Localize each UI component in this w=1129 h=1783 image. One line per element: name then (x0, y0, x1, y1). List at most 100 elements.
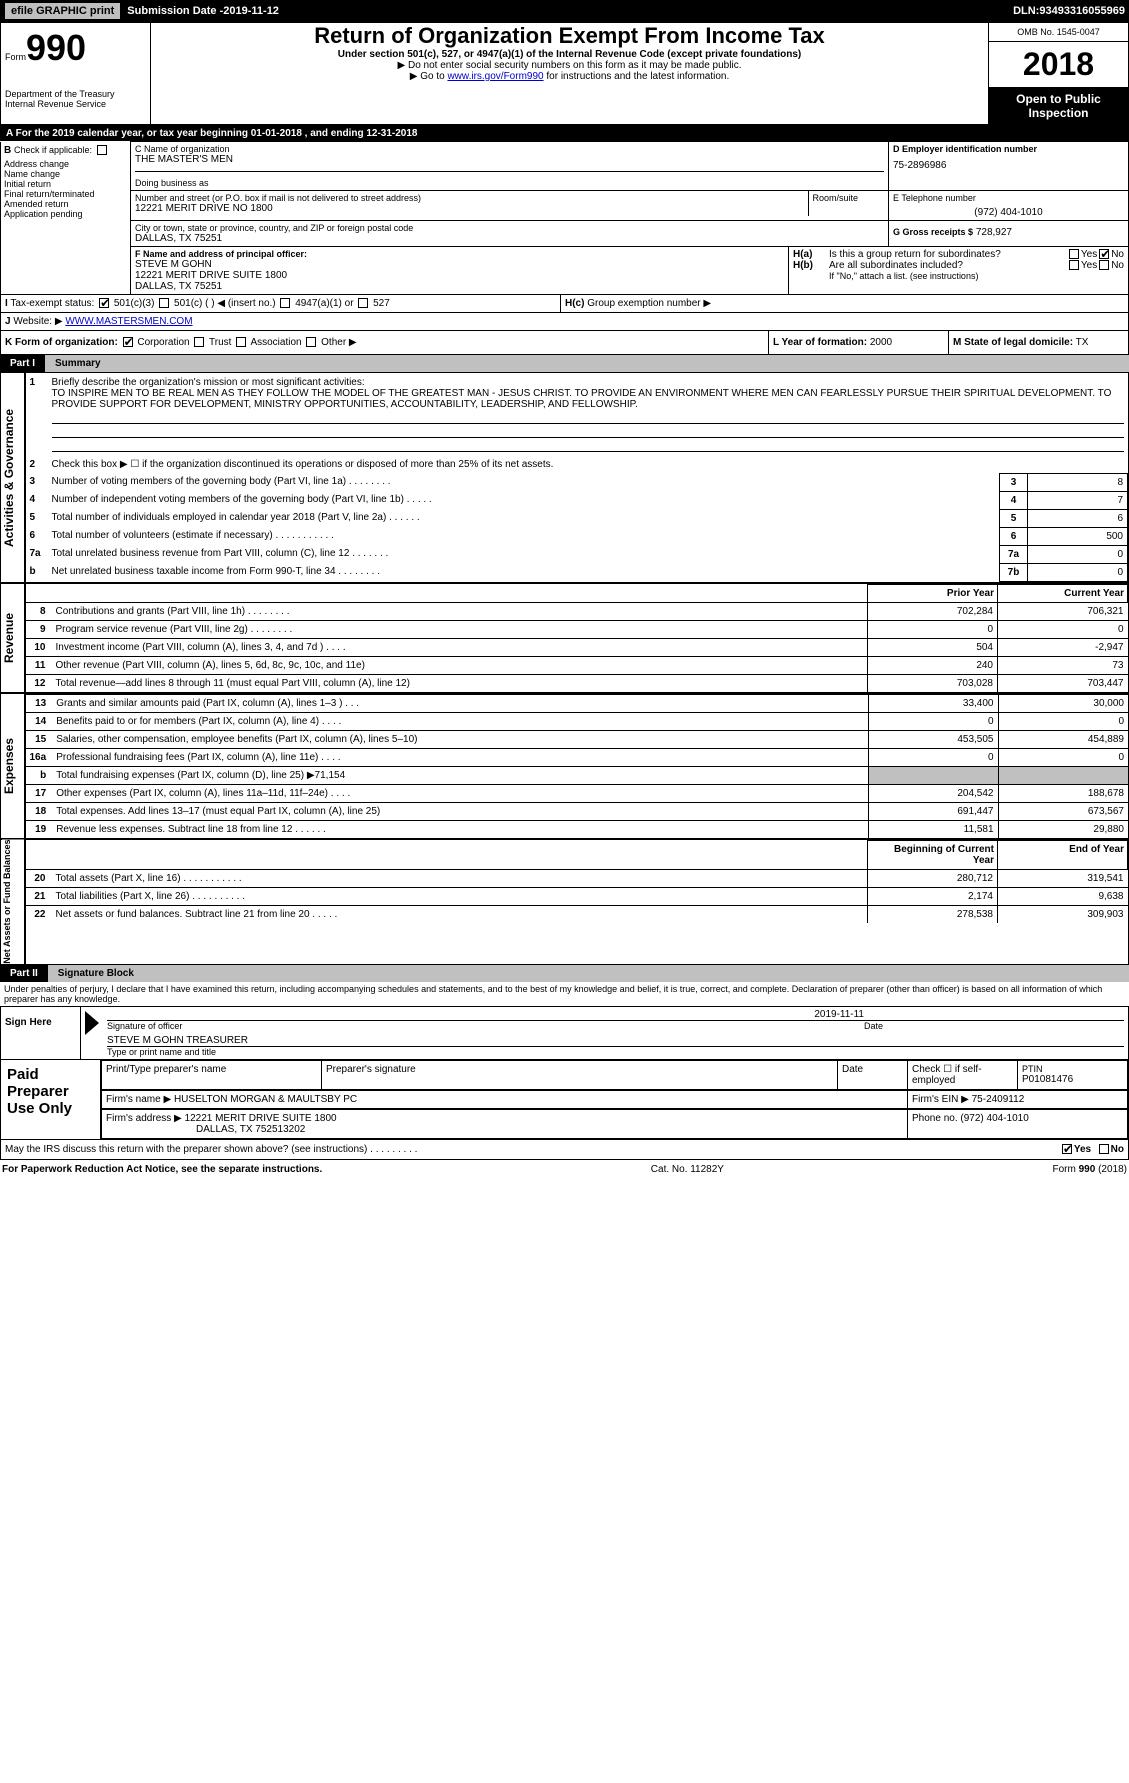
line-text: Other revenue (Part VIII, column (A), li… (52, 656, 868, 674)
part1-header: Part I Summary (0, 355, 1129, 372)
4947-checkbox[interactable] (280, 298, 290, 308)
chk-final-return: Final return/terminated (4, 189, 95, 199)
prior-value: 11,581 (868, 820, 998, 838)
line-box: 4 (1000, 491, 1028, 509)
line-num: 4 (26, 491, 48, 509)
firm-ein-label: Firm's EIN ▶ (912, 1094, 969, 1105)
officer-addr1: 12221 MERIT DRIVE SUITE 1800 (135, 270, 784, 281)
footer-left: For Paperwork Reduction Act Notice, see … (2, 1164, 322, 1175)
prior-value: 0 (868, 620, 998, 638)
type-print-label: Type or print name and title (107, 1047, 1124, 1057)
part2-title: Signature Block (48, 965, 1129, 982)
line-text: Total liabilities (Part X, line 26) . . … (52, 887, 868, 905)
box-g-label: G Gross receipts $ (893, 227, 973, 237)
line-text: Number of voting members of the governin… (48, 473, 1000, 491)
telephone-value: (972) 404-1010 (893, 207, 1124, 218)
table-row: 18 Total expenses. Add lines 13–17 (must… (26, 802, 1129, 820)
hb-yes: Yes (1081, 260, 1097, 271)
box-f-label: F Name and address of principal officer: (135, 249, 784, 259)
hb-yes-checkbox[interactable] (1069, 260, 1079, 270)
sign-date: 2019-11-11 (107, 1009, 1124, 1020)
opt-corp: Corporation (137, 337, 189, 348)
prior-value: 0 (868, 748, 998, 766)
prior-value: 504 (868, 638, 998, 656)
current-value: 309,903 (998, 905, 1128, 923)
open-to-public: Open to Public Inspection (989, 88, 1128, 124)
sig-officer-label: Signature of officer (107, 1021, 864, 1031)
governance-row: 3Number of voting members of the governi… (26, 473, 1128, 491)
prior-value: 280,712 (868, 869, 998, 887)
line-num: 2 (26, 456, 48, 473)
discuss-no: No (1111, 1144, 1124, 1155)
501c-checkbox[interactable] (159, 298, 169, 308)
website-link[interactable]: WWW.MASTERSMEN.COM (65, 316, 192, 327)
discuss-no-checkbox[interactable] (1099, 1144, 1109, 1154)
phone-value: (972) 404-1010 (960, 1113, 1028, 1124)
opt-trust: Trust (209, 337, 231, 348)
527-checkbox[interactable] (358, 298, 368, 308)
line-num: b (26, 766, 53, 784)
net-assets-table: Beginning of Current Year End of Year 20… (26, 840, 1129, 923)
paid-preparer-block: Paid Preparer Use Only Print/Type prepar… (0, 1060, 1129, 1140)
line-text: Total unrelated business revenue from Pa… (48, 545, 1000, 563)
line-text: Total number of individuals employed in … (48, 509, 1000, 527)
line-num: 22 (26, 905, 52, 923)
firm-name-label: Firm's name ▶ (106, 1094, 171, 1105)
discuss-text: May the IRS discuss this return with the… (5, 1144, 1060, 1155)
form-prefix: Form (5, 52, 26, 62)
sign-here-block: Sign Here 2019-11-11 Signature of office… (0, 1006, 1129, 1060)
box-j-label: J (5, 316, 11, 327)
status-website-block: I Tax-exempt status: 501(c)(3) 501(c) ( … (0, 295, 1129, 331)
line1-num: 1 (30, 377, 52, 452)
vert-revenue: Revenue (1, 583, 25, 693)
checkbox-icon[interactable] (97, 145, 107, 155)
501c3-checkbox[interactable] (99, 298, 109, 308)
current-value: 319,541 (998, 869, 1128, 887)
table-row: 15 Salaries, other compensation, employe… (26, 730, 1129, 748)
table-row: 16a Professional fundraising fees (Part … (26, 748, 1129, 766)
other-checkbox[interactable] (306, 337, 316, 347)
h-a-text: Is this a group return for subordinates? (829, 249, 1067, 260)
table-row: 13 Grants and similar amounts paid (Part… (26, 694, 1129, 712)
trust-checkbox[interactable] (194, 337, 204, 347)
efile-print-button[interactable]: efile GRAPHIC print (4, 2, 121, 20)
part2-header: Part II Signature Block (0, 965, 1129, 982)
corp-checkbox[interactable] (123, 337, 133, 347)
omb-number: OMB No. 1545-0047 (989, 23, 1128, 42)
paid-preparer-label: Paid Preparer Use Only (7, 1066, 94, 1117)
entity-info-block: B Check if applicable: Address change Na… (0, 141, 1129, 247)
ha-no-checkbox[interactable] (1099, 249, 1109, 259)
phone-label: Phone no. (912, 1113, 958, 1124)
box-d-label: D Employer identification number (893, 144, 1124, 154)
box-c-label: C Name of organization (135, 144, 884, 154)
current-value: 706,321 (998, 602, 1128, 620)
line-num: 6 (26, 527, 48, 545)
governance-row: 7aTotal unrelated business revenue from … (26, 545, 1128, 563)
line-value: 0 (1028, 545, 1128, 563)
revenue-table: Prior Year Current Year 8 Contributions … (26, 584, 1129, 692)
sig-date-label: Date (864, 1021, 1124, 1031)
chk-amended-return: Amended return (4, 199, 69, 209)
ha-yes-checkbox[interactable] (1069, 249, 1079, 259)
part2-tag: Part II (0, 965, 48, 982)
line-text: Grants and similar amounts paid (Part IX… (52, 694, 868, 712)
form990-link[interactable]: www.irs.gov/Form990 (447, 71, 543, 82)
preparer-date-label: Date (838, 1060, 908, 1089)
line-num: 12 (26, 674, 52, 692)
line-box: 5 (1000, 509, 1028, 527)
opt-assoc: Association (250, 337, 301, 348)
governance-row: 5Total number of individuals employed in… (26, 509, 1128, 527)
discuss-yes-checkbox[interactable] (1062, 1144, 1072, 1154)
prior-value: 204,542 (868, 784, 998, 802)
hb-no-checkbox[interactable] (1099, 260, 1109, 270)
prior-value: 703,028 (868, 674, 998, 692)
line-text: Total revenue—add lines 8 through 11 (mu… (52, 674, 868, 692)
prior-value: 33,400 (868, 694, 998, 712)
form-subtitle: Under section 501(c), 527, or 4947(a)(1)… (151, 49, 988, 60)
firm-ein: 75-2409112 (972, 1094, 1025, 1105)
assoc-checkbox[interactable] (236, 337, 246, 347)
line-text: Total fundraising expenses (Part IX, col… (52, 766, 868, 784)
state-domicile: TX (1076, 337, 1089, 348)
officer-name-title: STEVE M GOHN TREASURER (107, 1035, 1124, 1047)
line-text: Total number of volunteers (estimate if … (48, 527, 1000, 545)
